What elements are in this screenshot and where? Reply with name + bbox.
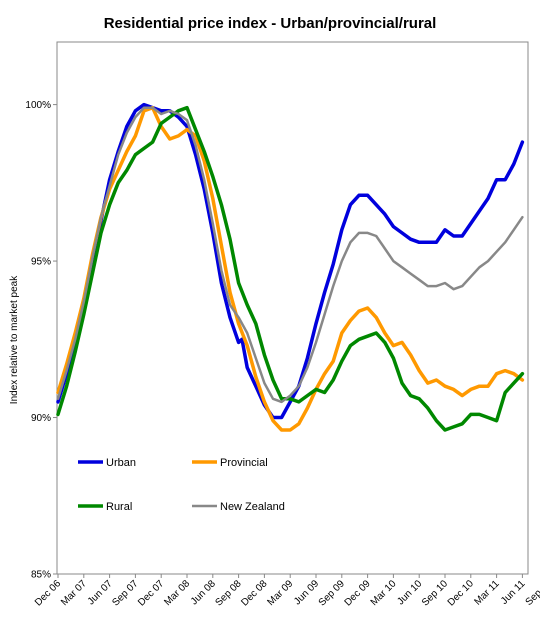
series-rural [56, 105, 525, 432]
x-tick-label: Jun 11 [499, 578, 528, 607]
legend-entry-urban: Urban [78, 457, 136, 469]
x-tick-label: Jun 07 [86, 578, 115, 607]
x-tick-label: Sep 08 [214, 578, 244, 608]
x-tick-label: Mar 11 [472, 578, 502, 608]
x-tick-label: Sep 07 [110, 578, 140, 608]
legend-entry-new-zealand: New Zealand [192, 501, 285, 513]
x-tick-label: Dec 06 [33, 578, 63, 608]
series-provincial [56, 105, 525, 432]
x-tick-label: Mar 09 [266, 578, 296, 608]
x-tick-label: Dec 08 [239, 578, 269, 608]
legend-label: Provincial [220, 457, 268, 469]
series-urban [56, 102, 525, 420]
plot-area-frame [56, 41, 529, 575]
x-tick-label: Dec 07 [136, 578, 166, 608]
legend-label: Rural [106, 501, 132, 513]
x-tick-label: Sep 10 [420, 578, 450, 608]
y-tick-label: 85% [31, 570, 51, 581]
x-tick-label: Mar 10 [369, 578, 399, 608]
x-tick-label: Sep 09 [317, 578, 347, 608]
series-line-provincial [56, 105, 525, 432]
series-new-zealand [56, 106, 524, 404]
y-tick-label: 90% [31, 413, 51, 424]
legend-label: Urban [106, 457, 136, 469]
legend-label: New Zealand [220, 501, 285, 513]
legend: Urban Provincial Rural New Zealand [78, 457, 285, 513]
x-tick-label: Sep 11 [524, 578, 540, 608]
legend-entry-rural: Rural [78, 501, 132, 513]
x-tick-label: Dec 09 [343, 578, 373, 608]
x-tick-label: Jun 08 [189, 578, 218, 607]
x-tick-label: Jun 09 [292, 578, 321, 607]
legend-entry-provincial: Provincial [192, 457, 268, 469]
y-tick-label: 100% [25, 100, 51, 111]
x-tick-label: Dec 10 [446, 578, 476, 608]
x-tick-label: Mar 07 [59, 578, 89, 608]
y-tick-label: 95% [31, 257, 51, 268]
series-line-new-zealand [56, 106, 524, 404]
series-layer [56, 102, 525, 432]
chart-title: Residential price index - Urban/provinci… [104, 15, 437, 32]
x-tick-label: Mar 08 [162, 578, 192, 608]
series-line-urban [56, 102, 525, 420]
series-line-rural [56, 105, 525, 432]
x-tick-label: Jun 10 [395, 578, 424, 607]
y-axis-label: Index relative to market peak [9, 275, 20, 404]
